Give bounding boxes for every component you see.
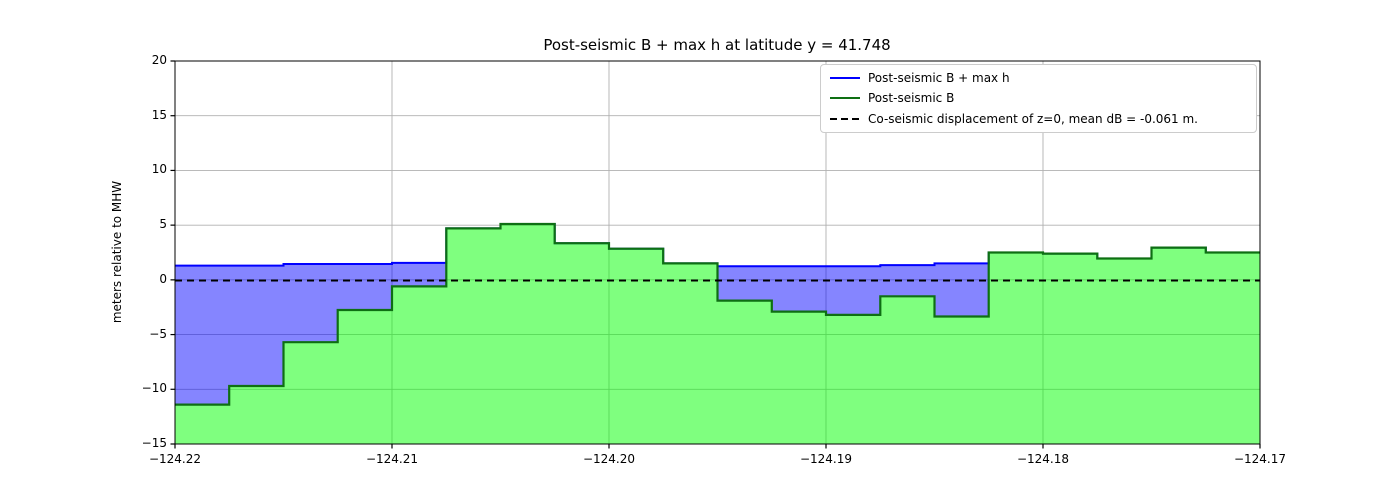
legend-item-b: Post-seismic B bbox=[821, 88, 1256, 108]
y-tick-label: 0 bbox=[159, 271, 167, 286]
y-tick-label: 10 bbox=[151, 162, 167, 177]
blue-line-sample-icon bbox=[830, 77, 860, 80]
x-tick-label: −124.21 bbox=[365, 452, 419, 466]
y-tick-label: −5 bbox=[149, 326, 167, 341]
legend-label: Co-seismic displacement of z=0, mean dB … bbox=[868, 111, 1198, 126]
y-tick-label: −10 bbox=[141, 381, 167, 396]
plot-border bbox=[174, 60, 1261, 445]
legend-item-b-plus-maxh: Post-seismic B + max h bbox=[821, 68, 1256, 88]
y-tick-label: 15 bbox=[151, 107, 167, 122]
x-tick-label: −124.18 bbox=[1016, 452, 1070, 466]
x-tick-label: −124.20 bbox=[582, 452, 636, 466]
dashed-line-sample-icon bbox=[830, 117, 860, 120]
x-tick-label: −124.19 bbox=[799, 452, 853, 466]
y-tick-label: 5 bbox=[159, 217, 167, 232]
x-tick-label: −124.22 bbox=[148, 452, 202, 466]
legend-label: Post-seismic B + max h bbox=[868, 71, 1010, 86]
post-seismic-b-line bbox=[175, 222, 1260, 406]
legend: Post-seismic B + max h Post-seismic B Co… bbox=[820, 64, 1257, 133]
green-line-sample-icon bbox=[830, 97, 860, 100]
y-tick-label: 20 bbox=[151, 53, 167, 67]
y-axis-label: meters relative to MHW bbox=[110, 180, 124, 324]
chart-title: Post-seismic B + max h at latitude y = 4… bbox=[543, 36, 891, 54]
y-tick-label: −15 bbox=[141, 436, 167, 450]
legend-label: Post-seismic B bbox=[868, 91, 955, 106]
legend-item-coseismic: Co-seismic displacement of z=0, mean dB … bbox=[821, 109, 1256, 129]
x-tick-label: −124.17 bbox=[1233, 452, 1287, 466]
